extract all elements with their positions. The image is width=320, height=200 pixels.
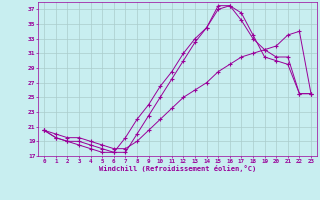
X-axis label: Windchill (Refroidissement éolien,°C): Windchill (Refroidissement éolien,°C) <box>99 165 256 172</box>
